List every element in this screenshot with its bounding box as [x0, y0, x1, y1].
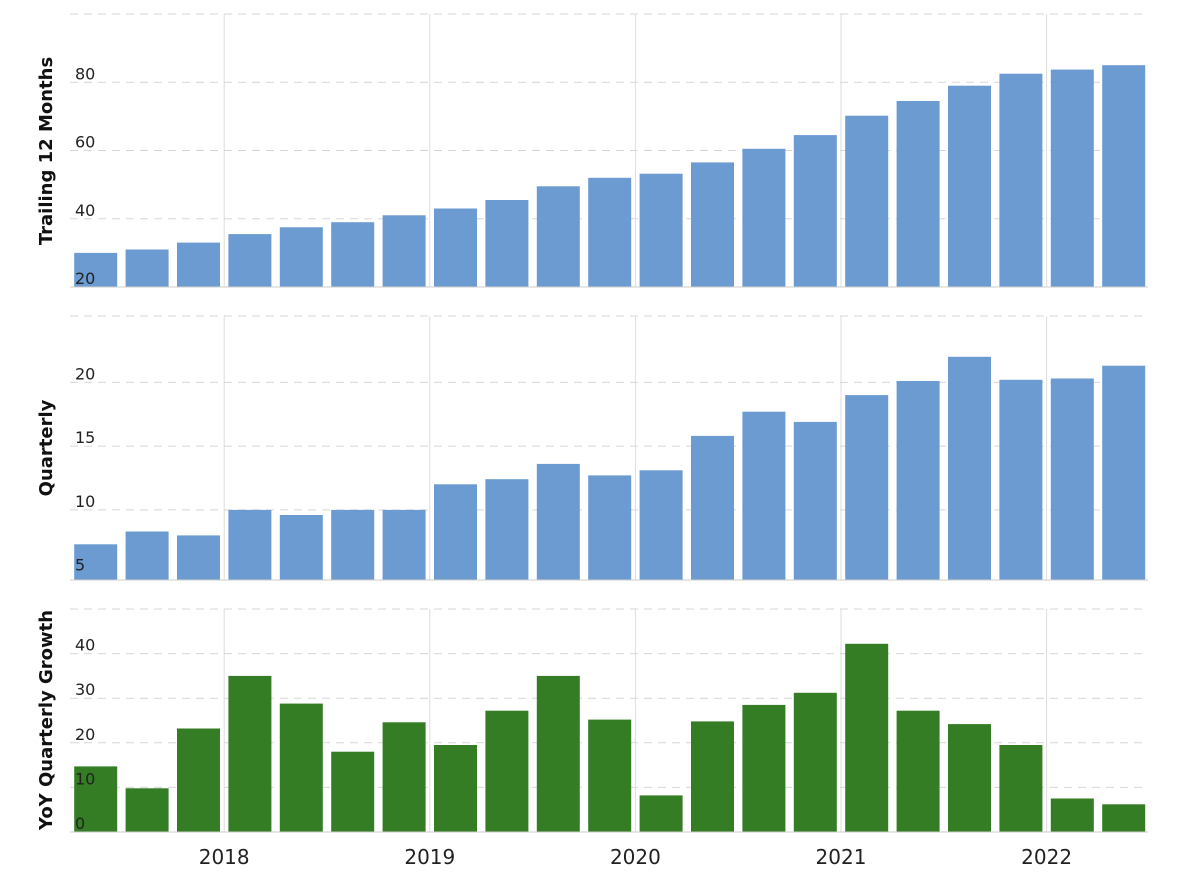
quarterly-bar [742, 411, 786, 580]
yoy-quarterly-growth-bar [1102, 804, 1146, 832]
trailing-12-months-bars [74, 65, 1146, 287]
quarterly-ytick-label: 5 [75, 556, 85, 575]
yoy-quarterly-growth-ytick-label: 10 [75, 769, 95, 788]
trailing-12-months-bar [228, 234, 272, 287]
trailing-12-months-ylabel: Trailing 12 Months [36, 57, 57, 245]
yoy-quarterly-growth-ytick-label: 40 [75, 636, 95, 655]
yoy-quarterly-growth-ylabel: YoY Quarterly Growth [36, 610, 57, 831]
quarterly-bar [485, 479, 529, 580]
yoy-quarterly-growth-bar [536, 675, 580, 832]
yoy-quarterly-growth-bar [845, 643, 889, 832]
yoy-quarterly-growth-bar [434, 745, 477, 832]
trailing-12-months-bar [1050, 69, 1094, 287]
yoy-quarterly-growth-bar [125, 788, 169, 832]
quarterly-bar [999, 379, 1043, 580]
trailing-12-months-bar [793, 135, 837, 287]
trailing-12-months-bar [691, 162, 734, 287]
quarterly-ytick-label: 15 [75, 428, 95, 447]
quarterly-bar [382, 509, 426, 580]
quarterly-bar [845, 395, 889, 580]
trailing-12-months-bar [485, 200, 529, 287]
trailing-12-months-panel: Trailing 12 Months 20 40 60 80 [36, 13, 1148, 288]
quarterly-bar [1102, 365, 1146, 580]
yoy-quarterly-growth-ytick-label: 0 [75, 814, 85, 833]
yoy-quarterly-growth-bar [177, 728, 220, 832]
trailing-12-months-ytick-label: 40 [75, 201, 95, 220]
trailing-12-months-bar [536, 186, 580, 287]
trailing-12-months-bar [639, 173, 683, 287]
yoy-quarterly-growth-bar [896, 710, 940, 832]
quarterly-bars [74, 356, 1146, 580]
yoy-quarterly-growth-ytick-label: 20 [75, 725, 95, 744]
trailing-12-months-bar [896, 101, 940, 287]
yoy-quarterly-growth-ytick-label: 30 [75, 680, 95, 699]
trailing-12-months-bar [742, 148, 786, 287]
trailing-12-months-bar [588, 177, 632, 287]
x-tick-label-2022: 2022 [1021, 845, 1072, 869]
yoy-quarterly-growth-bar [279, 703, 323, 832]
quarterly-bar [74, 544, 118, 580]
yoy-quarterly-growth-bar [382, 722, 426, 832]
yoy-quarterly-growth-bar [691, 721, 734, 832]
trailing-12-months-bar [125, 249, 169, 287]
quarterly-bar [279, 515, 323, 580]
yoy-quarterly-growth-bar [331, 751, 375, 832]
quarterly-panel: Quarterly 5 10 15 20 [36, 315, 1148, 581]
quarterly-bar [896, 381, 940, 580]
yoy-quarterly-growth-bar [228, 675, 272, 832]
yoy-quarterly-growth-bar [742, 704, 786, 832]
trailing-12-months-bar [382, 215, 426, 287]
trailing-12-months-bar [845, 115, 889, 287]
quarterly-bar [639, 470, 683, 580]
yoy-quarterly-growth-bar [948, 724, 991, 832]
yoy-quarterly-growth-bars [74, 643, 1146, 832]
trailing-12-months-bar [279, 227, 323, 287]
x-tick-label-2019: 2019 [404, 845, 455, 869]
quarterly-bar [177, 535, 220, 580]
yoy-quarterly-growth-bar [1050, 798, 1094, 832]
trailing-12-months-bar [948, 85, 991, 287]
x-tick-label-2020: 2020 [610, 845, 661, 869]
quarterly-ylabel: Quarterly [36, 399, 57, 496]
quarterly-bar [948, 356, 991, 580]
x-axis: 2018 2019 2020 2021 2022 [199, 845, 1072, 869]
quarterly-bar [331, 509, 375, 580]
yoy-quarterly-growth-panel: YoY Quarterly Growth 0 10 20 30 40 [36, 608, 1148, 833]
yoy-quarterly-growth-bar [639, 795, 683, 832]
trailing-12-months-bar [999, 73, 1043, 287]
quarterly-bar [125, 531, 169, 580]
yoy-quarterly-growth-bar [74, 766, 118, 832]
trailing-12-months-ytick-label: 80 [75, 64, 95, 83]
trailing-12-months-bar [177, 242, 220, 287]
trailing-12-months-bar [331, 222, 375, 287]
quarterly-bar [228, 509, 272, 580]
quarterly-bar [536, 463, 580, 580]
trailing-12-months-ytick-label: 60 [75, 133, 95, 152]
yoy-quarterly-growth-bar [485, 710, 529, 832]
yoy-quarterly-growth-bar [588, 719, 632, 832]
trailing-12-months-bar [434, 208, 477, 287]
quarterly-bar [588, 475, 632, 580]
trailing-12-months-bar [74, 252, 118, 287]
quarterly-bar [691, 435, 734, 580]
quarterly-bar [1050, 378, 1094, 580]
quarterly-ytick-label: 20 [75, 364, 95, 383]
x-tick-label-2018: 2018 [199, 845, 250, 869]
trailing-12-months-ytick-label: 20 [75, 269, 95, 288]
x-tick-label-2021: 2021 [816, 845, 867, 869]
trailing-12-months-bar [1102, 65, 1146, 287]
yoy-quarterly-growth-bar [999, 745, 1043, 832]
quarterly-bar [434, 484, 477, 580]
quarterly-ytick-label: 10 [75, 492, 95, 511]
quarterly-bar [793, 421, 837, 580]
yoy-quarterly-growth-bar [793, 692, 837, 832]
